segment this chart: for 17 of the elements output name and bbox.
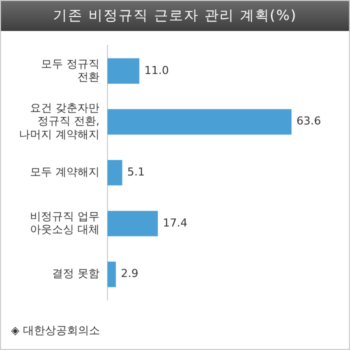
text: ◈ 대한상공회의소	[11, 323, 100, 338]
y-tick-label: 모두 정규직 전환	[40, 57, 100, 84]
bar	[107, 58, 140, 84]
bar	[107, 262, 116, 288]
y-tick-label: 비정규직 업무 아웃소싱 대체	[30, 210, 100, 236]
data-label: 63.6	[296, 114, 322, 128]
bar	[107, 160, 122, 186]
y-tick-label: 결정 못함	[52, 267, 100, 280]
bar	[107, 109, 292, 135]
y-tick-label: 요건 갖춘자만 정규직 전환, 나머지 계약해지	[18, 102, 100, 141]
data-label: 17.4	[162, 216, 188, 230]
chart-title: 기존 비정규직 근로자 관리 계획(%)	[1, 1, 349, 31]
data-label: 11.0	[144, 64, 169, 77]
data-label: 5.1	[127, 166, 145, 179]
bar	[107, 210, 158, 236]
data-label: 2.9	[120, 267, 138, 280]
y-tick-label: 모두 계약해지	[30, 166, 100, 179]
